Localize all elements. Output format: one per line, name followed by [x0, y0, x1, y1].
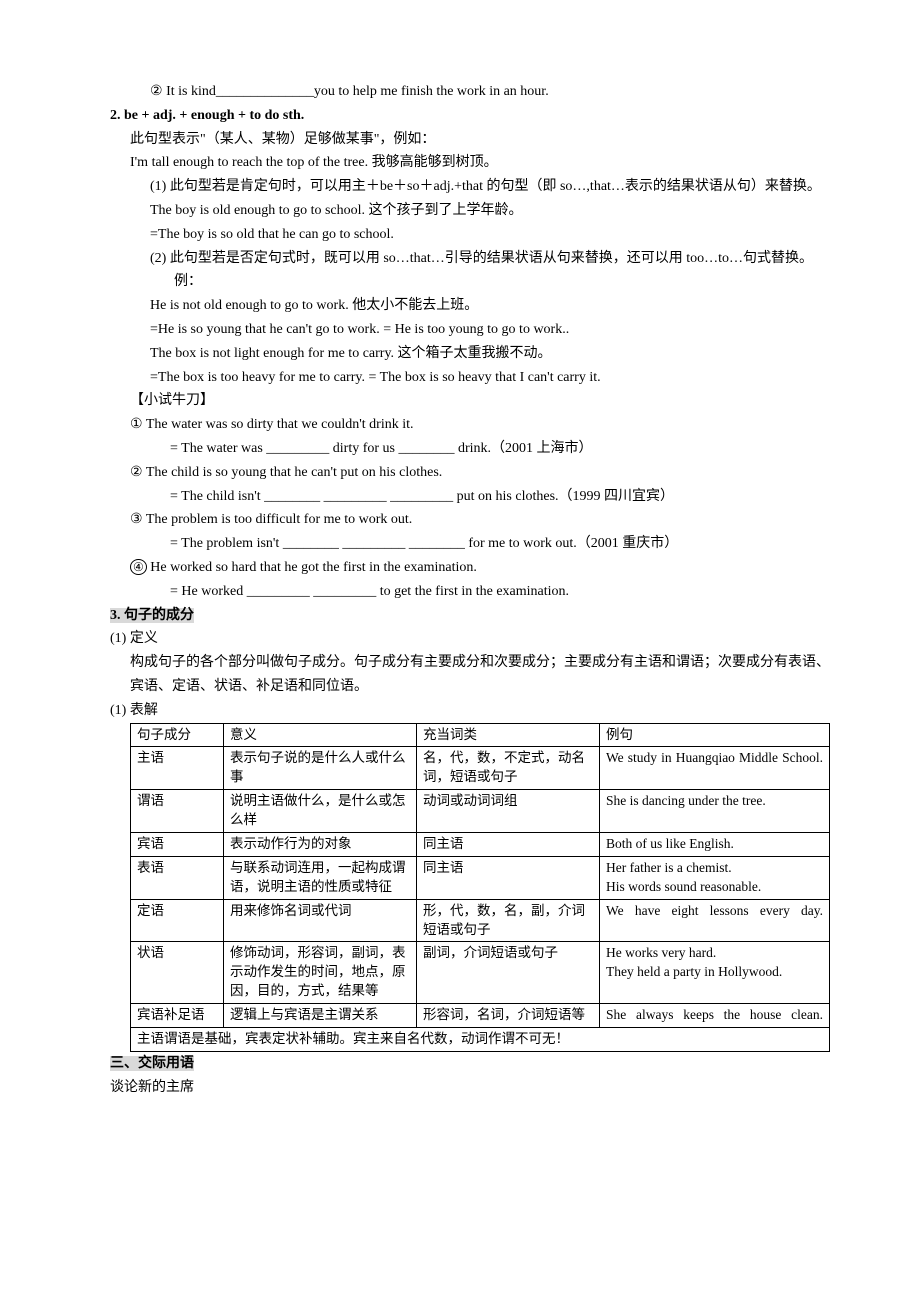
table-cell: We have eight lessons every day.	[600, 899, 830, 942]
sub-label: (1) 表解	[110, 699, 830, 723]
table-cell: 同主语	[417, 832, 600, 856]
table-header: 句子成分	[131, 723, 224, 747]
table-cell: 主语	[131, 747, 224, 790]
table-footer: 主语谓语是基础，宾表定状补辅助。宾主来自名代数，动词作谓不可无！	[131, 1027, 830, 1051]
table-cell: Her father is a chemist. His words sound…	[600, 856, 830, 899]
heading-3: 3. 句子的成分	[110, 604, 830, 628]
table-cell: 表语	[131, 856, 224, 899]
item-text: The water was so dirty that we couldn't …	[146, 417, 414, 432]
heading-3-text: 3. 句子的成分	[110, 608, 194, 623]
heading-2: 2. be + adj. + enough + to do sth.	[110, 104, 830, 128]
section-3-text: 谈论新的主席	[110, 1076, 830, 1100]
tryout-item: ② The child is so young that he can't pu…	[110, 461, 830, 485]
table-cell: She always keeps the house clean.	[600, 1004, 830, 1028]
grammar-table: 句子成分 意义 充当词类 例句 主语 表示句子说的是什么人或什么事 名，代，数，…	[130, 723, 830, 1052]
example-text: The box is not light enough for me to ca…	[110, 342, 830, 366]
table-row: 定语 用来修饰名词或代词 形，代，数，名，副，介词短语或句子 We have e…	[131, 899, 830, 942]
section-3-heading: 三、交际用语	[110, 1052, 830, 1076]
table-header: 例句	[600, 723, 830, 747]
table-cell: 用来修饰名词或代词	[224, 899, 417, 942]
item-text: The problem is too difficult for me to w…	[146, 512, 412, 527]
table-header-row: 句子成分 意义 充当词类 例句	[131, 723, 830, 747]
table-row: 主语 表示句子说的是什么人或什么事 名，代，数，不定式，动名词，短语或句子 We…	[131, 747, 830, 790]
sub-label: (1) 定义	[110, 627, 830, 651]
tryout-answer: = The child isn't ________ _________ ___…	[110, 485, 830, 509]
example-text: I'm tall enough to reach the top of the …	[110, 151, 830, 175]
table-row: 宾语补足语 逻辑上与宾语是主谓关系 形容词，名词，介词短语等 She alway…	[131, 1004, 830, 1028]
tryout-item: ③ The problem is too difficult for me to…	[110, 508, 830, 532]
table-cell: 与联系动词连用，一起构成谓语，说明主语的性质或特征	[224, 856, 417, 899]
table-cell: 副词，介词短语或句子	[417, 942, 600, 1004]
table-header: 充当词类	[417, 723, 600, 747]
tryout-title: 【小试牛刀】	[110, 389, 830, 413]
item-number: ③	[130, 512, 143, 527]
example-text: =The box is too heavy for me to carry. =…	[110, 366, 830, 390]
section-3-label: 三、交际用语	[110, 1056, 194, 1071]
table-cell: 说明主语做什么，是什么或怎么样	[224, 790, 417, 833]
table-footer-row: 主语谓语是基础，宾表定状补辅助。宾主来自名代数，动词作谓不可无！	[131, 1027, 830, 1051]
tryout-answer: = The problem isn't ________ _________ _…	[110, 532, 830, 556]
table-row: 状语 修饰动词，形容词，副词，表示动作发生的时间，地点，原因，目的，方式，结果等…	[131, 942, 830, 1004]
table-row: 表语 与联系动词连用，一起构成谓语，说明主语的性质或特征 同主语 Her fat…	[131, 856, 830, 899]
sub-point-1: (1) 此句型若是肯定句时，可以用主＋be＋so＋adj.+that 的句型（即…	[154, 175, 830, 199]
table-cell: 同主语	[417, 856, 600, 899]
tryout-answer: = He worked _________ _________ to get t…	[110, 580, 830, 604]
example-text: =He is so young that he can't go to work…	[110, 318, 830, 342]
table-cell: We study in Huangqiao Middle School.	[600, 747, 830, 790]
tryout-answer: = The water was _________ dirty for us _…	[110, 437, 830, 461]
example-text: The boy is old enough to go to school. 这…	[110, 199, 830, 223]
tryout-item: ① The water was so dirty that we couldn'…	[110, 413, 830, 437]
exercise-line: ② It is kind______________you to help me…	[110, 80, 830, 104]
table-container: 句子成分 意义 充当词类 例句 主语 表示句子说的是什么人或什么事 名，代，数，…	[110, 723, 830, 1052]
table-cell: 形容词，名词，介词短语等	[417, 1004, 600, 1028]
table-cell: 状语	[131, 942, 224, 1004]
tryout-item: ④ He worked so hard that he got the firs…	[110, 556, 830, 580]
table-cell: She is dancing under the tree.	[600, 790, 830, 833]
table-cell: 谓语	[131, 790, 224, 833]
item-number: ④	[130, 559, 147, 575]
example-text: He is not old enough to go to work. 他太小不…	[110, 294, 830, 318]
example-text: =The boy is so old that he can go to sch…	[110, 223, 830, 247]
table-cell: 定语	[131, 899, 224, 942]
item-number: ②	[130, 465, 143, 480]
sub-point-2: (2) 此句型若是否定句式时，既可以用 so…that…引导的结果状语从句来替换…	[154, 247, 830, 295]
table-cell: 名，代，数，不定式，动名词，短语或句子	[417, 747, 600, 790]
table-cell: 动词或动词词组	[417, 790, 600, 833]
item-text: It is kind______________you to help me f…	[166, 84, 549, 99]
table-row: 谓语 说明主语做什么，是什么或怎么样 动词或动词词组 She is dancin…	[131, 790, 830, 833]
item-text: He worked so hard that he got the first …	[150, 560, 477, 575]
table-cell: 表示句子说的是什么人或什么事	[224, 747, 417, 790]
definition-text: 构成句子的各个部分叫做句子成分。句子成分有主要成分和次要成分；主要成分有主语和谓…	[110, 651, 830, 699]
intro-text: 此句型表示"（某人、某物）足够做某事"，例如：	[110, 128, 830, 152]
table-cell: 形，代，数，名，副，介词短语或句子	[417, 899, 600, 942]
table-cell: 宾语补足语	[131, 1004, 224, 1028]
table-row: 宾语 表示动作行为的对象 同主语 Both of us like English…	[131, 832, 830, 856]
table-cell: 逻辑上与宾语是主谓关系	[224, 1004, 417, 1028]
table-cell: He works very hard. They held a party in…	[600, 942, 830, 1004]
table-cell: 宾语	[131, 832, 224, 856]
item-number: ②	[150, 84, 163, 99]
table-cell: 修饰动词，形容词，副词，表示动作发生的时间，地点，原因，目的，方式，结果等	[224, 942, 417, 1004]
item-number: ①	[130, 417, 143, 432]
table-header: 意义	[224, 723, 417, 747]
table-cell: Both of us like English.	[600, 832, 830, 856]
table-cell: 表示动作行为的对象	[224, 832, 417, 856]
item-text: The child is so young that he can't put …	[146, 465, 442, 480]
